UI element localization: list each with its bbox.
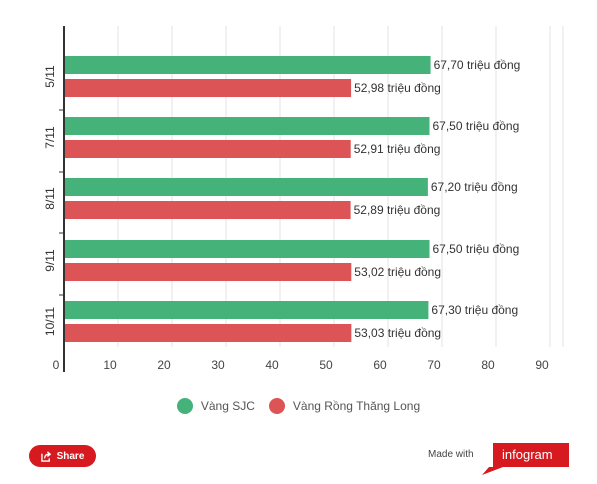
category-label: 7/11: [43, 126, 57, 149]
bar: [65, 56, 431, 74]
bar: [65, 140, 351, 158]
legend-item-sjc[interactable]: Vàng SJC: [176, 398, 255, 414]
bar-value-label: 53,03 triệu đồng: [354, 326, 441, 340]
category-label: 10/11: [43, 307, 57, 336]
bar-value-label: 67,20 triệu đồng: [431, 180, 518, 194]
bar-value-label: 67,50 triệu đồng: [433, 242, 520, 256]
x-tick-label: 90: [535, 358, 549, 372]
bar: [65, 263, 352, 281]
share-label: Share: [56, 450, 85, 462]
category-label: 5/11: [43, 65, 57, 88]
bar: [65, 117, 430, 135]
infogram-brand-text: infogram: [502, 447, 553, 462]
x-tick-label: 10: [103, 358, 117, 372]
legend-item-rong-thang-long[interactable]: Vàng Rồng Thăng Long: [268, 398, 421, 414]
bar-value-label: 52,98 triệu đồng: [354, 81, 441, 95]
x-tick-label: 0: [53, 358, 60, 372]
bar: [65, 178, 428, 196]
x-tick-label: 80: [481, 358, 495, 372]
legend-swatch-sjc: [176, 398, 193, 414]
made-with-text: Made with: [428, 449, 474, 460]
bar: [65, 201, 351, 219]
category-label: 9/11: [43, 249, 57, 272]
legend-label-sjc: Vàng SJC: [200, 399, 255, 413]
chart-legend: Vàng SJC Vàng Rồng Thăng Long: [0, 396, 597, 416]
share-button[interactable]: Share: [29, 445, 96, 467]
x-tick-label: 20: [157, 358, 171, 372]
x-tick-label: 30: [211, 358, 225, 372]
bar: [65, 301, 429, 319]
x-tick-label: 60: [373, 358, 387, 372]
bar-value-label: 67,70 triệu đồng: [434, 58, 521, 72]
legend-swatch-rong-thang-long: [268, 398, 285, 414]
bar-value-label: 53,02 triệu đồng: [354, 265, 441, 279]
legend-label-rong-thang-long: Vàng Rồng Thăng Long: [292, 399, 421, 413]
x-tick-label: 50: [319, 358, 333, 372]
bar-value-label: 52,91 triệu đồng: [354, 142, 441, 156]
category-label: 8/11: [43, 187, 57, 210]
x-tick-label: 40: [265, 358, 279, 372]
bar-value-label: 52,89 triệu đồng: [354, 203, 441, 217]
x-tick-label: 70: [427, 358, 441, 372]
bar: [65, 324, 352, 342]
bar-value-label: 67,30 triệu đồng: [431, 303, 518, 317]
infogram-logo[interactable]: infogram: [481, 443, 569, 475]
infogram-badge-shape: [482, 443, 569, 475]
bar: [65, 240, 430, 258]
share-icon: [40, 450, 51, 462]
bar-chart: 0 10 20 30 40 50 60 70 80 90 67,70 triệu đồng 52,98…: [43, 26, 564, 372]
bar: [65, 79, 352, 97]
bar-value-label: 67,50 triệu đồng: [433, 119, 520, 133]
